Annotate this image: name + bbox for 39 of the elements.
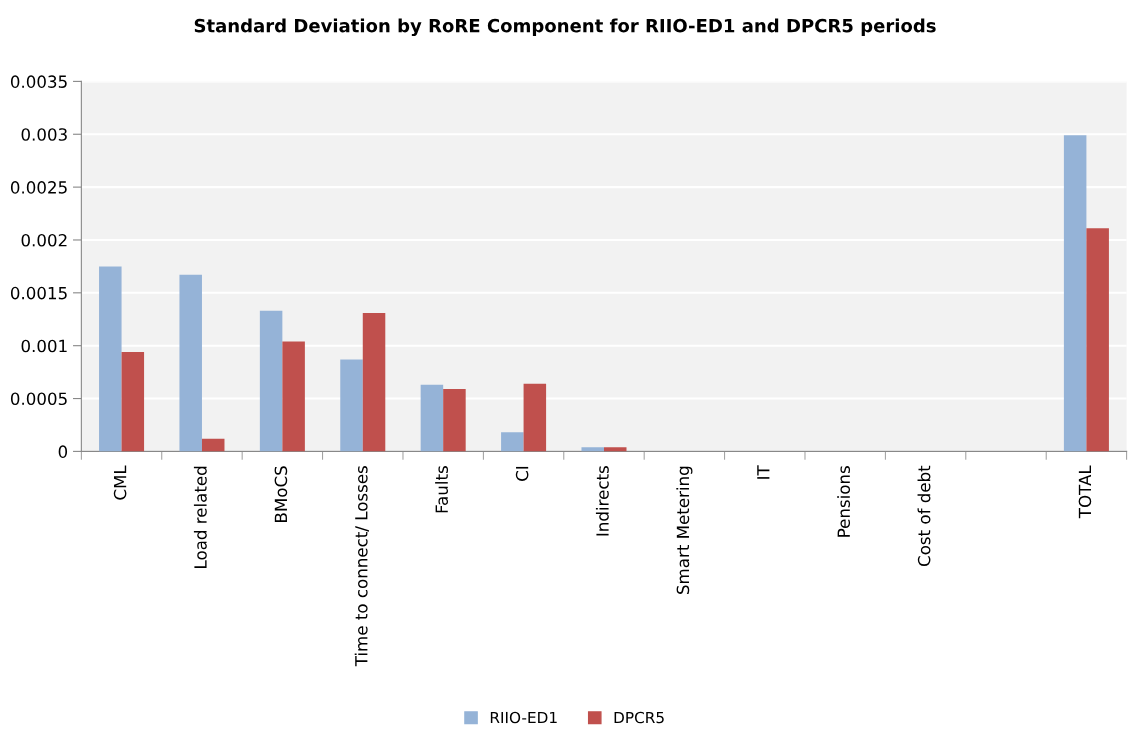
y-tick-label: 0.0025 bbox=[10, 181, 67, 194]
bar bbox=[420, 384, 444, 452]
bar bbox=[362, 312, 386, 452]
legend-label: DPCR5 bbox=[614, 711, 664, 724]
bar bbox=[259, 310, 283, 452]
legend-label: RIIO-ED1 bbox=[490, 711, 557, 724]
x-tick-label: Faults bbox=[435, 466, 449, 513]
bar bbox=[581, 447, 604, 452]
y-tick-label: 0.003 bbox=[21, 128, 67, 141]
x-tick-label: TOTAL bbox=[1078, 465, 1092, 519]
bar bbox=[603, 447, 627, 452]
bar bbox=[282, 341, 305, 452]
x-tick-label: CI bbox=[515, 466, 529, 481]
x-tick-label: IT bbox=[757, 465, 770, 479]
y-tick-label: 0.002 bbox=[21, 233, 67, 247]
y-tick-label: 0 bbox=[58, 445, 68, 458]
chart-title: Standard Deviation by RoRE Component for RIIO-ED1 and DPCR5 periods bbox=[194, 18, 936, 37]
x-tick-label: Time to connect/ Losses bbox=[354, 466, 369, 667]
x-tick-label: Cost of debt bbox=[917, 465, 931, 567]
x-tick-label: Load related bbox=[193, 466, 207, 568]
x-tick-label: BMoCS bbox=[274, 466, 288, 522]
bar bbox=[179, 274, 202, 452]
y-tick-label: 0.0015 bbox=[10, 286, 67, 300]
bar bbox=[501, 432, 524, 452]
y-tick-label: 0.001 bbox=[21, 339, 67, 353]
bar bbox=[1063, 135, 1087, 452]
x-tick-label: Pensions bbox=[837, 466, 851, 537]
bar bbox=[201, 438, 225, 452]
y-tick-label: 0.0035 bbox=[10, 75, 67, 88]
x-tick-label: CML bbox=[113, 465, 127, 500]
bar bbox=[340, 359, 363, 452]
bar bbox=[443, 389, 466, 452]
bar bbox=[1086, 228, 1109, 452]
x-tick-label: Indirects bbox=[595, 466, 609, 536]
bar bbox=[121, 352, 145, 452]
x-tick-label: Smart Metering bbox=[676, 466, 693, 594]
bar bbox=[99, 266, 122, 452]
y-tick-label: 0.0005 bbox=[10, 392, 67, 406]
bar bbox=[523, 383, 547, 452]
